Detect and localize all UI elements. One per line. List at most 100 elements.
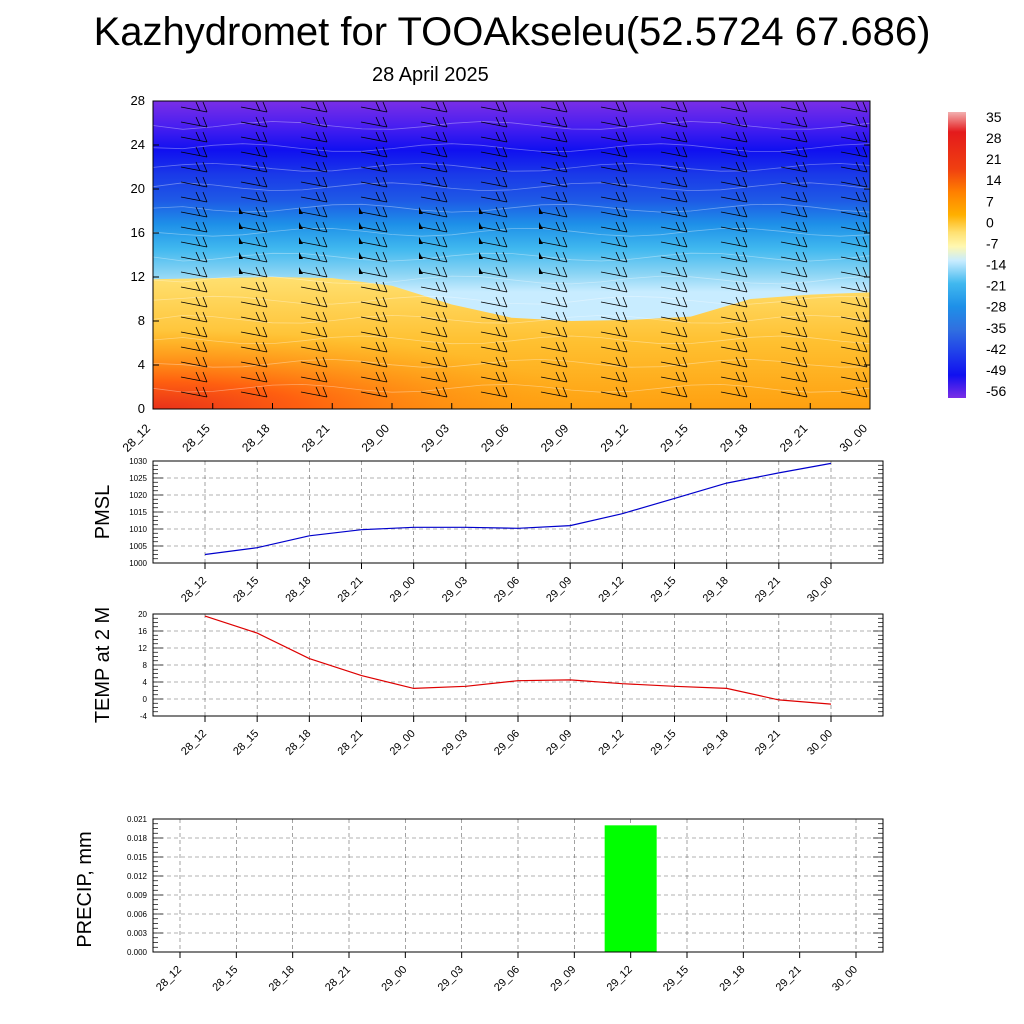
wind-barb-staff — [360, 301, 388, 308]
wind-barb-feather — [555, 101, 561, 112]
wind-barb — [480, 191, 508, 203]
wind-barb-staff — [480, 331, 508, 338]
wind-barb-staff — [240, 346, 268, 353]
wind-barb-feather — [502, 341, 508, 353]
wind-barb-feather — [262, 326, 268, 338]
wind-barb-staff — [360, 106, 388, 113]
wind-barb-staff — [720, 376, 748, 383]
wind-barb-feather — [322, 251, 328, 263]
wind-barb-feather — [802, 326, 808, 338]
wind-barb-feather — [855, 146, 861, 157]
wind-barb-feather — [255, 356, 261, 367]
wind-barb-feather — [435, 326, 441, 337]
wind-barb — [540, 116, 568, 128]
wind-barb — [419, 236, 448, 248]
wind-barb-feather — [495, 146, 501, 157]
wind-barb-staff — [480, 256, 508, 263]
wind-barb — [720, 386, 748, 398]
wind-barb-feather — [255, 206, 261, 217]
wind-barb — [660, 281, 688, 293]
x-tick-label: 30_00 — [837, 421, 871, 455]
wind-barb — [360, 326, 388, 338]
wind-barb-feather — [682, 191, 688, 203]
wind-barb — [780, 101, 808, 113]
wind-barb-staff — [720, 226, 748, 233]
colorbar-label: 0 — [986, 214, 994, 230]
wind-barb-feather — [195, 371, 201, 382]
wind-barb — [720, 341, 748, 353]
wind-barb — [300, 116, 328, 128]
wind-barb-feather — [675, 131, 681, 142]
wind-barb-staff — [720, 316, 748, 323]
pmsl-panel: 1000 1005 1010 1015 1020 1025 1030 28_12 28_15 28… — [92, 457, 884, 605]
wind-barb-pennant — [479, 252, 483, 259]
wind-barb-pennant — [479, 207, 483, 214]
wind-barb-feather — [855, 206, 861, 217]
wind-barb-feather — [795, 206, 801, 217]
wind-barb-feather — [255, 101, 261, 112]
wind-barb-feather — [862, 386, 868, 398]
wind-barb-feather — [862, 326, 868, 338]
wind-barb-feather — [862, 296, 868, 308]
wind-barb-staff — [840, 226, 868, 233]
y-tick-label: 1015 — [129, 508, 147, 517]
wind-barb-feather — [682, 341, 688, 353]
wind-barb-feather — [495, 356, 501, 367]
wind-barb-staff — [240, 391, 268, 398]
wind-barb-pennant — [359, 207, 363, 214]
wind-barb-feather — [435, 161, 441, 172]
wind-barb-feather — [622, 341, 628, 353]
wind-barb-staff — [780, 346, 808, 353]
wind-barb-feather — [735, 251, 741, 262]
wind-barb-feather — [742, 161, 748, 173]
wind-barb — [480, 131, 508, 143]
wind-barb — [419, 221, 448, 233]
y-tick-label: 20 — [138, 610, 147, 619]
wind-barb-feather — [742, 206, 748, 218]
wind-barb-pennant — [539, 207, 543, 214]
wind-barb-feather — [315, 371, 321, 382]
y-tick-label: 1000 — [129, 559, 147, 568]
wind-barb-feather — [195, 221, 201, 232]
wind-barb-staff — [420, 121, 448, 128]
wind-barb — [180, 131, 208, 143]
wind-barb — [299, 251, 328, 263]
wind-barb-staff — [360, 256, 388, 263]
wind-barb-staff — [240, 136, 268, 143]
wind-barb-feather — [855, 176, 861, 187]
wind-barb-feather — [562, 101, 568, 113]
y-tick-label: 1005 — [129, 542, 147, 551]
x-tick-label: 29_00 — [359, 421, 393, 455]
wind-barb — [840, 266, 868, 278]
wind-barb-feather — [262, 206, 268, 218]
wind-barb-staff — [840, 286, 868, 293]
wind-barb-feather — [442, 101, 448, 113]
wind-barb-staff — [840, 376, 868, 383]
wind-barb — [420, 356, 448, 368]
wind-barb-staff — [840, 316, 868, 323]
wind-barb-feather — [202, 221, 208, 233]
wind-barb-feather — [262, 386, 268, 398]
wind-barb-staff — [720, 301, 748, 308]
wind-barb-staff — [540, 241, 568, 248]
wind-barb-staff — [780, 241, 808, 248]
wind-barb-feather — [375, 101, 381, 112]
contour-line — [152, 314, 871, 324]
wind-barb-feather — [495, 116, 501, 127]
wind-barb-feather — [622, 356, 628, 368]
wind-barb-feather — [202, 326, 208, 338]
colorbar-gradient — [948, 112, 966, 398]
wind-barb-pennant — [419, 207, 423, 214]
wind-barb-feather — [802, 281, 808, 293]
wind-barb-feather — [622, 386, 628, 398]
wind-barb — [479, 266, 508, 278]
wind-barb — [240, 311, 268, 323]
wind-barb — [240, 176, 268, 188]
wind-barb-feather — [255, 176, 261, 187]
wind-barb — [360, 356, 388, 368]
wind-barb-feather — [442, 296, 448, 308]
wind-barb-staff — [180, 106, 208, 113]
wind-barb-feather — [502, 146, 508, 158]
wind-barb-feather — [315, 341, 321, 352]
wind-barb-staff — [840, 391, 868, 398]
